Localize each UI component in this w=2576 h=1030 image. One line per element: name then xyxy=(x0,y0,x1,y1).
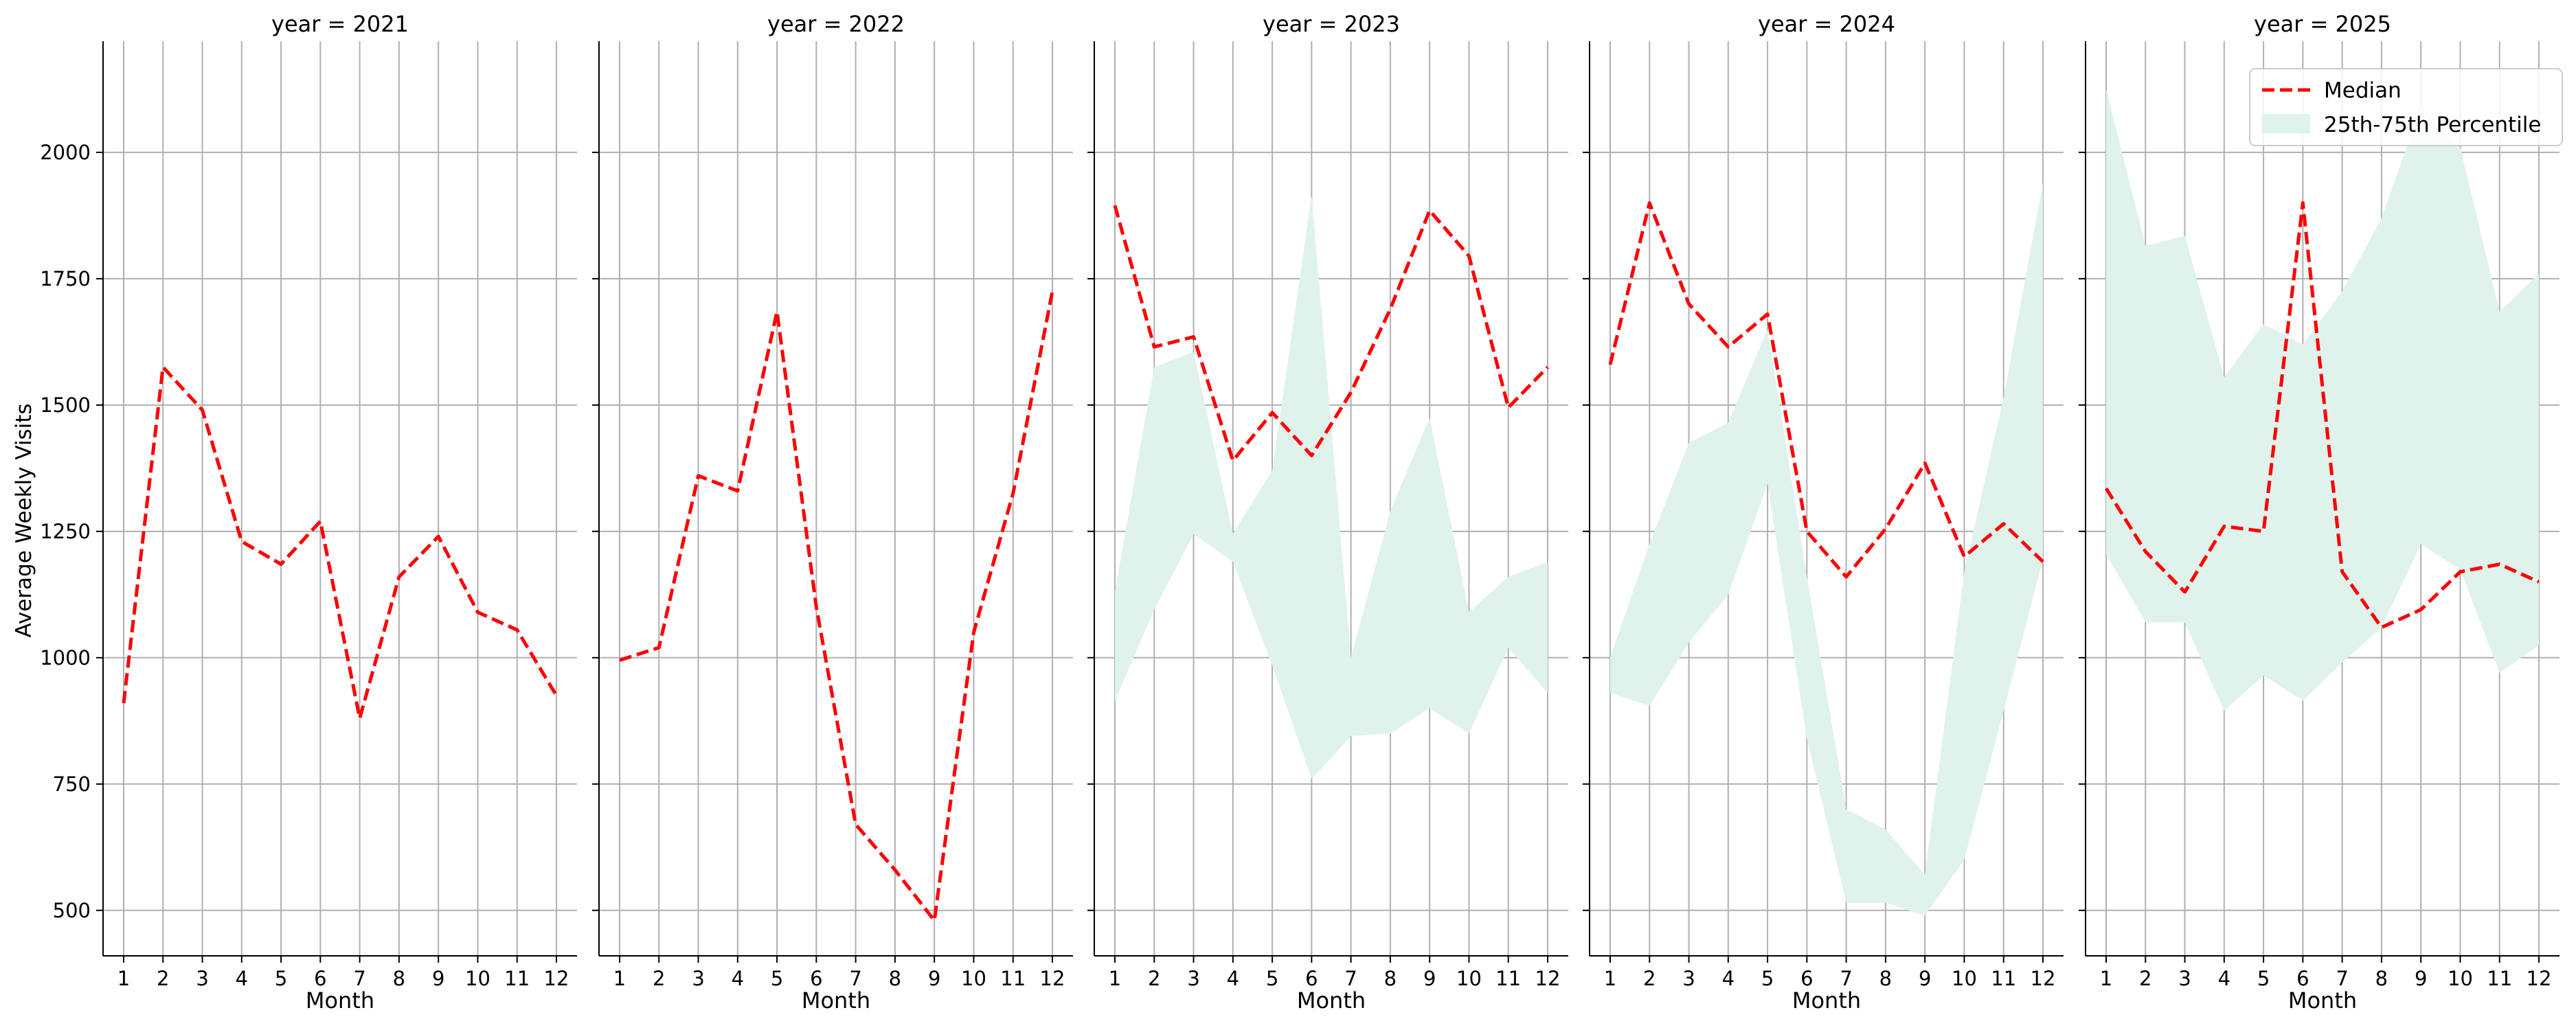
chart-panels: 1 2 3 4 5 6 7 8 9 10 11 125007501000125015001750200… xyxy=(40,11,2560,1014)
y-tick-label: 1500 xyxy=(40,393,91,417)
x-tick-label: 9 xyxy=(1919,967,1931,990)
x-axis-label: Month xyxy=(2288,987,2357,1014)
x-tick-label: 9 xyxy=(432,967,444,990)
y-tick-label: 1750 xyxy=(40,267,91,290)
x-tick-label: 12 xyxy=(544,967,569,990)
x-tick-label: 7 xyxy=(2336,967,2348,990)
x-tick-label: 7 xyxy=(1840,967,1852,990)
panel-title: year = 2024 xyxy=(1758,11,1895,37)
x-tick-label: 3 xyxy=(1682,967,1695,990)
x-tick-label: 5 xyxy=(771,967,783,990)
x-tick-label: 2 xyxy=(1643,967,1656,990)
gridlines xyxy=(103,41,577,956)
x-tick-label: 6 xyxy=(2296,967,2309,990)
x-tick-label: 11 xyxy=(504,967,530,990)
x-tick-label: 1 xyxy=(117,967,130,990)
x-tick-label: 9 xyxy=(928,967,940,990)
y-tick-label: 1000 xyxy=(40,646,91,670)
x-tick-label: 10 xyxy=(961,967,986,990)
x-tick-label: 8 xyxy=(1384,967,1397,990)
x-tick-label: 8 xyxy=(889,967,901,990)
gridlines xyxy=(599,41,1073,956)
median-line xyxy=(1113,205,1549,463)
x-tick-label: 4 xyxy=(2218,967,2230,990)
x-tick-label: 2 xyxy=(157,967,169,990)
y-tick-label: 1250 xyxy=(40,520,91,543)
x-tick-label: 6 xyxy=(1800,967,1813,990)
y-tick-label: 2000 xyxy=(40,141,91,164)
x-tick-label: 11 xyxy=(2487,967,2512,990)
x-tick-label: 7 xyxy=(353,967,365,990)
x-tick-label: 7 xyxy=(1344,967,1357,990)
x-tick-label: 4 xyxy=(236,967,248,990)
x-tick-label: 11 xyxy=(1495,967,1521,990)
median-line xyxy=(1608,201,2044,579)
panel-title: year = 2023 xyxy=(1263,11,1400,37)
x-tick-label: 12 xyxy=(2031,967,2056,990)
x-tick-label: 11 xyxy=(1000,967,1026,990)
median-line xyxy=(122,365,558,720)
x-tick-label: 12 xyxy=(2527,967,2552,990)
legend-box xyxy=(2249,68,2563,146)
y-tick-label: 750 xyxy=(53,772,91,796)
x-tick-label: 6 xyxy=(810,967,822,990)
x-tick-label: 5 xyxy=(1761,967,1774,990)
x-tick-label: 2 xyxy=(2139,967,2151,990)
x-tick-label: 10 xyxy=(2448,967,2473,990)
x-tick-label: 1 xyxy=(613,967,626,990)
x-tick-label: 1 xyxy=(2100,967,2112,990)
x-tick-label: 12 xyxy=(1040,967,1065,990)
x-tick-label: 5 xyxy=(1266,967,1278,990)
percentile-band xyxy=(1610,183,2043,916)
y-tick-label: 500 xyxy=(53,899,91,922)
x-tick-label: 3 xyxy=(196,967,208,990)
x-axis-label: Month xyxy=(802,987,870,1014)
legend-band-label: 25th-75th Percentile xyxy=(2324,113,2541,137)
x-tick-label: 9 xyxy=(2415,967,2427,990)
x-tick-label: 9 xyxy=(1423,967,1436,990)
x-tick-label: 10 xyxy=(1456,967,1482,990)
x-tick-label: 2 xyxy=(1148,967,1160,990)
x-tick-label: 3 xyxy=(692,967,704,990)
percentile-band xyxy=(1115,195,1548,779)
x-tick-label: 8 xyxy=(2375,967,2388,990)
panel-title: year = 2021 xyxy=(271,11,409,37)
x-tick-label: 7 xyxy=(849,967,861,990)
x-tick-label: 1 xyxy=(1604,967,1616,990)
x-tick-label: 4 xyxy=(1722,967,1735,990)
x-tick-label: 8 xyxy=(1879,967,1892,990)
legend-median-label: Median xyxy=(2324,78,2402,103)
x-tick-label: 10 xyxy=(1952,967,1977,990)
panel-1: 1 2 3 4 5 6 7 8 9 10 11 125007501000125015001750200… xyxy=(40,11,577,1014)
x-tick-label: 5 xyxy=(2257,967,2270,990)
median-line xyxy=(619,290,1054,922)
x-tick-label: 2 xyxy=(653,967,665,990)
x-tick-label: 3 xyxy=(2178,967,2191,990)
x-tick-label: 1 xyxy=(1109,967,1121,990)
x-tick-label: 4 xyxy=(1227,967,1239,990)
x-tick-label: 5 xyxy=(275,967,287,990)
x-axis-label: Month xyxy=(1297,987,1366,1014)
x-tick-label: 12 xyxy=(1535,967,1561,990)
x-tick-label: 6 xyxy=(314,967,326,990)
x-tick-label: 6 xyxy=(1305,967,1318,990)
x-axis-label: Month xyxy=(1792,987,1861,1014)
x-tick-label: 10 xyxy=(465,967,490,990)
x-tick-label: 11 xyxy=(1991,967,2016,990)
x-tick-label: 3 xyxy=(1187,967,1199,990)
legend: Median 25th-75th Percentile xyxy=(2249,68,2563,146)
y-axis-label: Average Weekly Visits xyxy=(12,403,36,637)
x-tick-label: 8 xyxy=(393,967,405,990)
x-axis-label: Month xyxy=(306,987,374,1014)
legend-band-swatch xyxy=(2262,114,2310,133)
panel-title: year = 2025 xyxy=(2254,11,2391,37)
x-tick-label: 4 xyxy=(732,967,744,990)
panel-title: year = 2022 xyxy=(767,11,905,37)
